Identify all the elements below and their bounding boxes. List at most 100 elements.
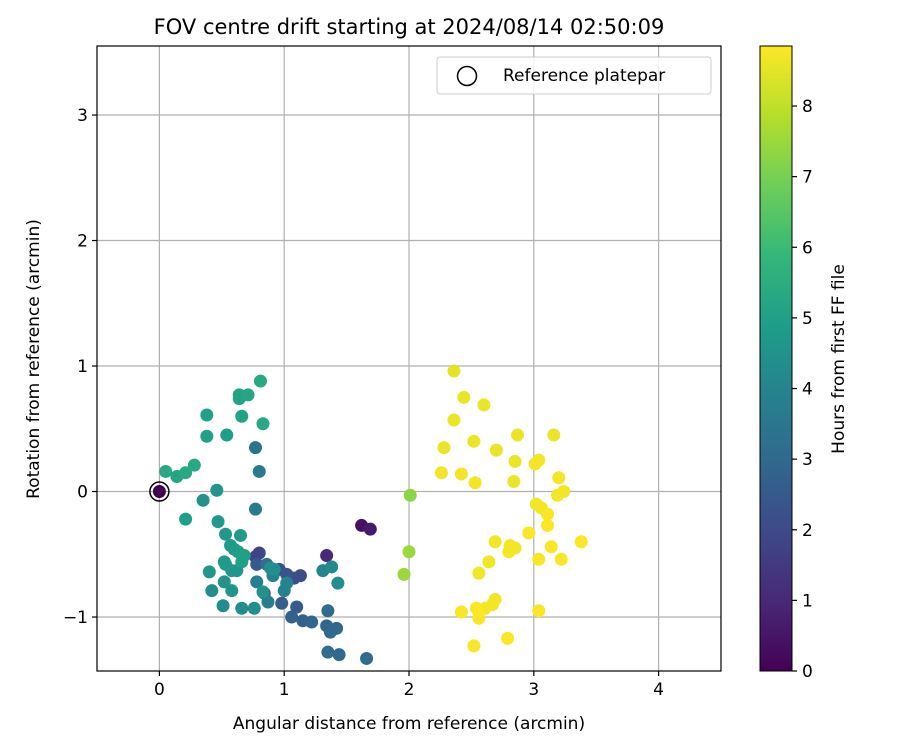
data-point [187, 458, 201, 472]
grid-layer [97, 46, 721, 671]
data-point [202, 565, 216, 579]
data-point [248, 441, 262, 455]
data-point [200, 408, 214, 422]
data-point [210, 483, 224, 497]
y-tick-label: 0 [77, 483, 88, 503]
data-point [217, 555, 231, 569]
colorbar-tick-label: 3 [802, 450, 813, 470]
data-point [253, 374, 267, 388]
data-point [508, 454, 522, 468]
data-point [179, 512, 193, 526]
ticks-layer: 0 1 2 3 4 −1 0 1 2 3 [63, 106, 664, 700]
data-point [320, 549, 334, 563]
legend: Reference platepar [436, 56, 712, 95]
data-point [360, 651, 374, 665]
data-point [248, 502, 262, 516]
data-point [211, 515, 225, 529]
data-point [332, 648, 346, 662]
data-point [325, 560, 339, 574]
data-point [541, 518, 555, 532]
data-point [305, 615, 319, 629]
data-point [275, 596, 289, 610]
data-point [217, 575, 231, 589]
colorbar-label: Hours from first FF file [829, 264, 849, 454]
data-point [256, 417, 270, 431]
data-point [511, 428, 525, 442]
data-point [522, 526, 536, 540]
colorbar-tick-label: 8 [802, 97, 813, 117]
data-point [179, 466, 193, 480]
data-point [237, 549, 251, 563]
data-point [552, 471, 566, 485]
reference-marker [149, 481, 170, 502]
colorbar: 0 1 2 3 4 5 6 7 8 Hours from first FF file [759, 45, 849, 682]
legend-marker-reference [456, 65, 478, 87]
data-point [447, 364, 461, 378]
data-point [363, 522, 377, 536]
data-point [467, 434, 481, 448]
colorbar-ticks: 0 1 2 3 4 5 6 7 8 [792, 97, 813, 682]
chart-title: FOV centre drift starting at 2024/08/14 … [154, 15, 665, 39]
points-layer [149, 364, 588, 665]
data-point [252, 464, 266, 478]
data-point [224, 538, 238, 552]
data-point [489, 443, 503, 457]
data-point [247, 601, 261, 615]
y-tick-label: 3 [77, 106, 88, 126]
data-point [437, 441, 451, 455]
data-point [551, 488, 565, 502]
data-point [216, 599, 230, 613]
data-point [159, 464, 173, 478]
data-point [250, 557, 264, 571]
data-point [532, 552, 546, 566]
colorbar-tick-label: 2 [802, 521, 813, 541]
data-point [468, 476, 482, 490]
colorbar-tick-label: 0 [802, 662, 813, 682]
data-point [205, 584, 219, 598]
x-axis-label: Angular distance from reference (arcmin) [233, 714, 585, 734]
data-point [528, 457, 542, 471]
legend-label-reference: Reference platepar [503, 66, 665, 86]
data-point [434, 466, 448, 480]
data-point [501, 631, 515, 645]
colorbar-tick-label: 4 [802, 380, 813, 400]
data-point [482, 555, 496, 569]
data-point [554, 552, 568, 566]
data-point [403, 488, 417, 502]
data-point [250, 575, 264, 589]
legend-box [436, 56, 712, 95]
data-point [321, 604, 335, 618]
data-point [477, 398, 491, 412]
y-tick-label: −1 [63, 608, 88, 628]
data-point [488, 535, 502, 549]
data-point [574, 535, 588, 549]
data-point [234, 528, 248, 542]
data-point [261, 595, 275, 609]
data-point [235, 601, 249, 615]
data-point [457, 390, 471, 404]
data-point [321, 645, 335, 659]
data-point [280, 576, 294, 590]
data-point [235, 409, 249, 423]
data-point [285, 610, 299, 624]
x-tick-label: 4 [653, 680, 664, 700]
data-point [196, 493, 210, 507]
x-tick-label: 0 [154, 680, 165, 700]
data-point [290, 600, 304, 614]
data-point [152, 485, 166, 499]
colorbar-tick-label: 1 [802, 591, 813, 611]
x-tick-label: 1 [279, 680, 290, 700]
data-point [454, 605, 468, 619]
data-point [532, 604, 546, 618]
data-point [219, 527, 233, 541]
data-point [267, 562, 281, 576]
colorbar-fill [759, 45, 793, 672]
data-point [472, 566, 486, 580]
colorbar-tick-label: 6 [802, 238, 813, 258]
data-point [541, 507, 555, 521]
data-point [331, 576, 345, 590]
data-point [472, 611, 486, 625]
data-point [402, 545, 416, 559]
